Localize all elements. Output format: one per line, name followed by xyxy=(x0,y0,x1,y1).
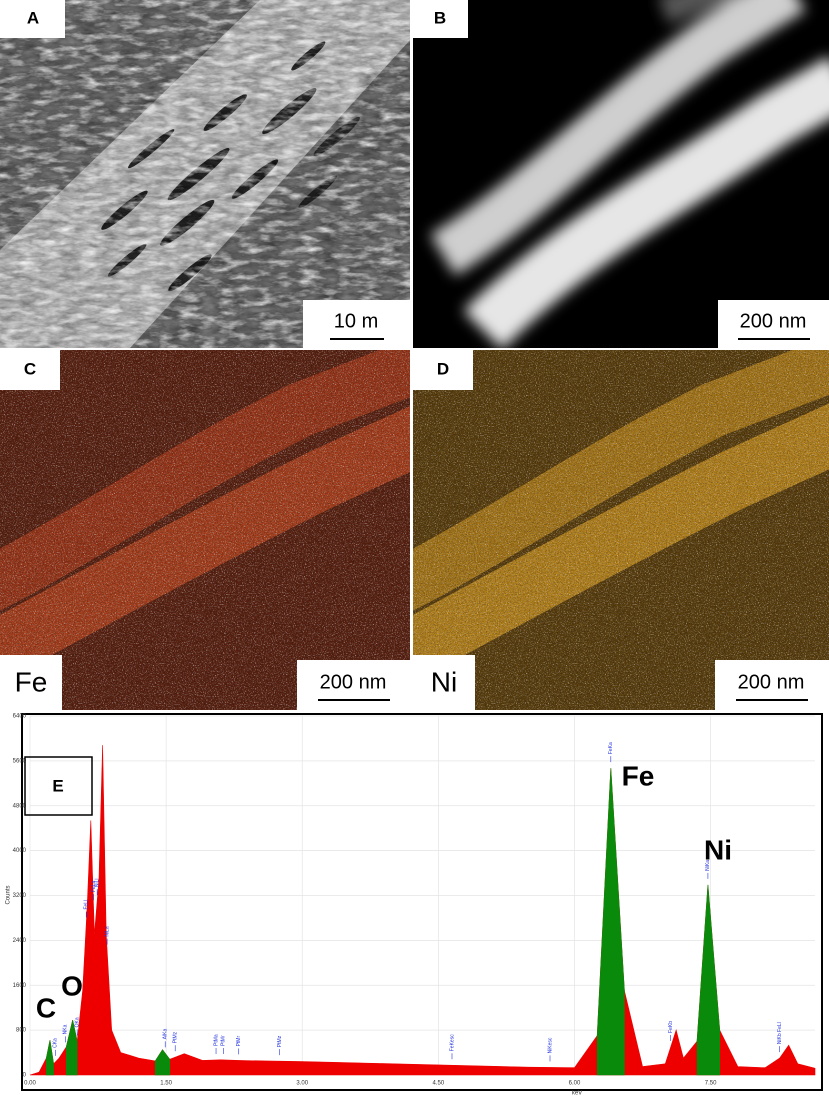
peak-label: FeKesc xyxy=(449,1034,455,1051)
peak-label: PtMr xyxy=(221,1035,227,1046)
label-box xyxy=(0,0,65,38)
x-tick-label: 4.50 xyxy=(433,1081,445,1087)
fiber-band xyxy=(413,403,829,684)
x-tick-label: 3.00 xyxy=(296,1081,308,1087)
panel-c: C Fe 200 nm xyxy=(0,350,410,710)
background xyxy=(413,0,829,348)
panel-label: A xyxy=(27,8,39,27)
x-tick-label: 1.50 xyxy=(160,1081,172,1087)
scale-bar-label: 200 nm xyxy=(320,671,387,693)
peak-label: CKa xyxy=(53,1038,59,1048)
panel-label: E xyxy=(52,776,63,795)
peak-label: AlKa xyxy=(163,1029,169,1040)
peak-label: NiKb FeLl xyxy=(777,1022,783,1044)
label-box xyxy=(24,756,93,816)
peak-label: FeLl xyxy=(84,900,90,910)
peak-label: PtMz xyxy=(173,1031,179,1043)
x-tick-label: 6.00 xyxy=(569,1081,581,1087)
scale-box xyxy=(297,660,410,710)
panel-b: B 200 nm xyxy=(413,0,829,348)
scale-bar-label: 200 nm xyxy=(740,310,807,332)
element-box xyxy=(0,655,62,710)
pores xyxy=(101,41,360,292)
scale-box xyxy=(715,660,829,710)
label-box xyxy=(413,350,473,390)
label-box xyxy=(0,350,60,390)
spectrum: 0 800 1600 2400 3200 4000 4800 5600 6400 0.00 1.50… xyxy=(13,714,816,1087)
peak-label: FeKb xyxy=(668,1021,674,1033)
peak-label: NiLa xyxy=(104,926,110,937)
x-tick-label: 0.00 xyxy=(24,1081,36,1087)
panel-a: A 10 m xyxy=(0,0,410,348)
panel-label: D xyxy=(437,359,449,378)
eds-map xyxy=(413,350,829,710)
element-label: C xyxy=(36,992,56,1023)
fiber-band xyxy=(413,350,829,611)
label-box xyxy=(413,0,468,38)
y-tick-label: 4800 xyxy=(13,803,27,809)
y-tick-label: 0 xyxy=(23,1073,27,1079)
panel-label: C xyxy=(24,359,36,378)
element-label: Ni xyxy=(431,666,457,697)
y-tick-label: 3200 xyxy=(13,893,27,899)
x-axis-label: keV xyxy=(572,1091,582,1097)
element-label: Fe xyxy=(15,666,48,697)
peak-label: OKa xyxy=(75,1017,81,1027)
panel-d: D Ni 200 nm xyxy=(413,350,829,710)
peak-label: NiLl xyxy=(94,878,100,887)
eds-map xyxy=(0,350,410,710)
y-tick-label: 800 xyxy=(16,1028,27,1034)
peak-label: PtMa xyxy=(213,1034,219,1046)
peak-label: PtMr xyxy=(236,1036,242,1047)
y-tick-label: 4000 xyxy=(13,848,27,854)
fiber-band xyxy=(0,350,410,611)
peak-label: FeKa xyxy=(608,742,614,754)
element-label: Fe xyxy=(622,760,655,791)
tem-image xyxy=(430,0,829,348)
y-tick-label: 5600 xyxy=(13,758,27,764)
peak-label: PtMz xyxy=(277,1035,283,1047)
y-tick-label: 6400 xyxy=(13,714,27,720)
element-label: Ni xyxy=(704,834,732,865)
y-axis-label: Counts xyxy=(6,885,12,904)
spectrum-frame xyxy=(21,713,823,1091)
x-tick-label: 7.50 xyxy=(705,1081,717,1087)
spectrum-area xyxy=(46,768,721,1076)
peak-label: NKa xyxy=(63,1024,69,1034)
element-label: O xyxy=(61,970,83,1001)
scale-bar-label: 200 nm xyxy=(738,671,805,693)
y-tick-label: 1600 xyxy=(13,983,27,989)
peak-label: NiKesc xyxy=(547,1037,553,1053)
element-box xyxy=(413,655,475,710)
peak-label: FeLa xyxy=(91,881,97,893)
y-tick-label: 2400 xyxy=(13,938,27,944)
scale-bar-label: 10 m xyxy=(334,310,378,332)
fiber-band xyxy=(0,406,410,684)
panel-label: B xyxy=(434,8,446,27)
sem-image xyxy=(0,0,410,348)
peak-label: NiKa xyxy=(705,860,711,871)
